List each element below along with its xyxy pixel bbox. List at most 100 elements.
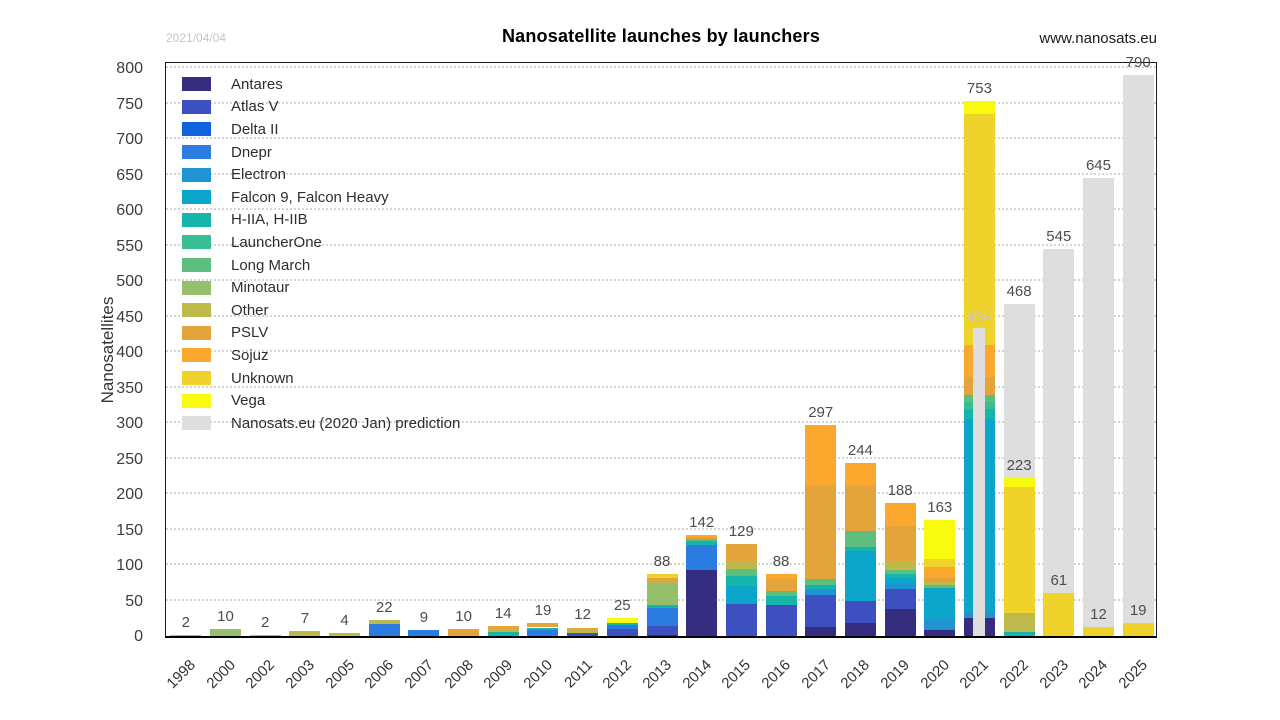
y-axis-tick-labels: 0 50 100 150 200 250 300 350 400 450 500 550 600 650 7… (0, 60, 157, 645)
bar-segment-2010-pslv (527, 622, 559, 628)
prediction-label-2022: 468 (1006, 282, 1032, 300)
x-tick-label-2022: 2022 (996, 656, 1033, 693)
bar-segment-2018-h-iia-h-iib (844, 547, 876, 551)
bar-segment-2015-pslv (725, 544, 757, 561)
bar-segment-2023-unknown (1043, 592, 1075, 636)
legend-swatch (182, 212, 211, 227)
bar-segment-2017-long-march (805, 579, 837, 585)
bar-segment-2017-antares (805, 627, 837, 636)
bar-segment-2009-pslv (487, 626, 519, 631)
bar-segment-2024-unknown (1082, 627, 1114, 636)
gridline-600 (166, 208, 1156, 210)
bar-segment-2014-long-march (686, 539, 718, 541)
bar-total-label-2013: 88 (653, 552, 671, 570)
legend-label: Dnepr (231, 143, 272, 161)
bar-segment-2020-falcon-9-falcon-heavy (924, 587, 956, 621)
bar-segment-2016-h-iia-h-iib (765, 596, 797, 605)
gridline-350 (166, 385, 1156, 388)
bar-total-label-2021: 753 (966, 80, 992, 98)
bar-segment-2020-sojuz (924, 567, 956, 578)
prediction-bar-2023 (1043, 249, 1075, 636)
legend-item-vega: Vega (182, 389, 460, 412)
bar-segment-2007-dnepr (408, 629, 440, 636)
y-tick-label-400: 400 (116, 344, 143, 361)
legend-item-delta-ii: Delta II (182, 118, 460, 141)
bar-segment-2012-dnepr (606, 625, 638, 629)
bar-segment-2015-long-march (725, 569, 757, 576)
bar-segment-2020-vega (924, 520, 956, 559)
chart-date-label: 2021/04/04 (166, 31, 227, 45)
y-tick-label-550: 550 (116, 237, 143, 255)
bar-segment-2013-pslv (646, 577, 678, 583)
legend-item-atlas-v: Atlas V (182, 96, 460, 119)
legend-item-nanosats-eu-2020-jan-prediction: Nanosats.eu (2020 Jan) prediction (182, 412, 460, 435)
bar-segment-2013-antares (646, 634, 678, 636)
gridline-400 (166, 350, 1156, 352)
gridline-100 (166, 563, 1156, 565)
x-tick-label-2007: 2007 (401, 656, 437, 693)
prediction-label-2025: 790 (1125, 54, 1151, 72)
legend-item-other: Other (182, 299, 460, 322)
bar-segment-2012-atlas-v (606, 628, 638, 636)
bar-segment-2014-antares (686, 569, 718, 636)
bar-total-label-2025: 19 (1129, 601, 1147, 619)
x-tick-label-2024: 2024 (1075, 656, 1112, 693)
legend-swatch (182, 280, 211, 295)
legend-label: Nanosats.eu (2020 Jan) prediction (231, 414, 461, 432)
bar-segment-2008-pslv (448, 628, 480, 636)
bar-segment-2020-antares (924, 630, 956, 636)
legend-item-sojuz: Sojuz (182, 344, 460, 367)
legend-label: Minotaur (231, 279, 290, 297)
y-tick-label-100: 100 (116, 557, 143, 574)
legend-item-launcherone: LauncherOne (182, 231, 460, 254)
y-tick-label-200: 200 (116, 486, 143, 503)
bar-segment-2012-h-iia-h-iib (606, 623, 638, 626)
y-tick-label-600: 600 (116, 202, 143, 219)
legend-label: Electron (231, 166, 287, 184)
bar-segment-2003-other (289, 631, 321, 636)
bar-segment-2013-minotaur (646, 583, 678, 605)
legend-item-unknown: Unknown (182, 367, 460, 390)
plot-area: 2 10 2 7 4 22 9 10 14 19 12 25 88 142 129 88 297 244 188 16… (165, 54, 1157, 638)
y-tick-label-650: 650 (116, 166, 143, 184)
x-tick-label-2003: 2003 (282, 656, 318, 693)
bar-segment-2020-pslv (924, 577, 956, 583)
legend-item-antares: Antares (182, 73, 460, 96)
x-tick-label-2017: 2017 (798, 656, 834, 693)
legend-swatch (182, 416, 211, 431)
bar-segment-2013-unknown (646, 573, 678, 578)
gridline-800 (166, 66, 1156, 68)
bar-total-label-2023: 61 (1050, 571, 1068, 589)
gridline-150 (166, 527, 1156, 530)
x-tick-label-2016: 2016 (758, 656, 795, 693)
bar-total-label-2020: 163 (927, 499, 953, 517)
bar-segment-2014-sojuz (686, 535, 718, 537)
bar-total-label-2005: 4 (340, 612, 349, 630)
y-tick-label-250: 250 (116, 450, 143, 468)
x-tick-label-2012: 2012 (599, 656, 636, 693)
prediction-bar-2024 (1082, 178, 1114, 636)
bar-segment-2019-electron (884, 583, 916, 590)
bar-segment-2022-vega (1003, 477, 1035, 487)
bar-segment-2009-other (487, 630, 519, 633)
x-tick-label-2021: 2021 (956, 656, 993, 693)
legend-item-minotaur: Minotaur (182, 276, 460, 299)
legend-label: Unknown (231, 369, 294, 387)
bar-total-label-2006: 22 (375, 599, 393, 617)
x-tick-label-2025: 2025 (1115, 656, 1152, 693)
legend-label: LauncherOne (231, 233, 322, 251)
bar-segment-2020-unknown (924, 558, 956, 568)
bar-segment-2009-h-iia-h-iib (487, 632, 519, 636)
legend-swatch (182, 235, 211, 250)
x-tick-label-2010: 2010 (520, 656, 556, 693)
prediction-label-2023: 545 (1046, 228, 1072, 246)
bar-segment-2013-other (646, 582, 678, 584)
legend-swatch (182, 258, 211, 273)
bar-total-label-2018: 244 (847, 441, 873, 459)
legend-swatch (182, 190, 211, 205)
prediction-label-2024: 645 (1085, 157, 1111, 175)
bar-total-label-2012: 25 (613, 597, 631, 615)
legend-item-dnepr: Dnepr (182, 141, 460, 164)
x-tick-label-2015: 2015 (718, 656, 755, 693)
legend-swatch (182, 99, 211, 114)
